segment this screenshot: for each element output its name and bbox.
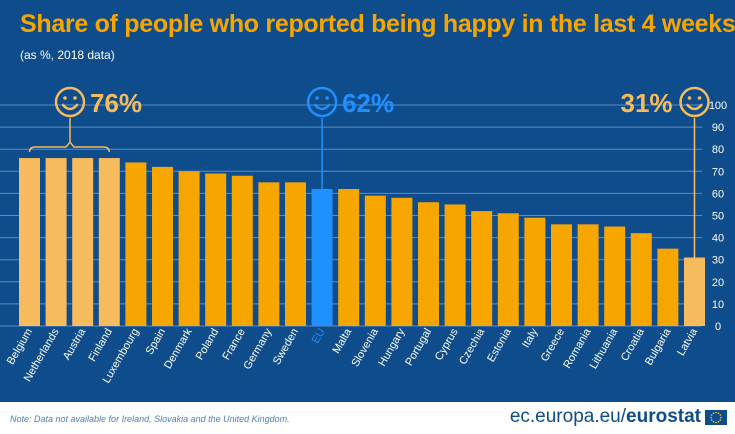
x-tick-label: Latvia	[675, 326, 701, 358]
bar	[577, 224, 599, 326]
y-tick-label: 60	[712, 188, 724, 200]
x-tick-label: Austria	[61, 326, 89, 362]
footnote: Note: Data not available for Ireland, Sl…	[10, 414, 290, 424]
x-tick-label: France	[220, 327, 248, 363]
smiley-icon	[306, 86, 338, 118]
y-tick-label: 0	[715, 321, 721, 333]
x-tick-label: Poland	[194, 327, 222, 363]
x-tick-label: Portugal	[403, 327, 434, 368]
bar	[444, 204, 466, 326]
bar	[630, 233, 652, 326]
bar	[205, 173, 227, 326]
bar	[178, 171, 200, 326]
y-tick-label: 50	[712, 211, 724, 223]
bar	[471, 211, 493, 326]
bar	[19, 158, 40, 326]
footer: Note: Data not available for Ireland, Sl…	[0, 402, 735, 434]
bar	[125, 162, 147, 326]
x-tick-label: Sweden	[271, 327, 301, 367]
chart-subtitle: (as %, 2018 data)	[20, 48, 115, 62]
bar	[551, 224, 572, 326]
x-tick-label: Finland	[86, 327, 114, 364]
smiley-icon	[679, 86, 710, 118]
highlight-bracket	[28, 140, 111, 153]
y-tick-label: 70	[712, 166, 724, 178]
x-tick-label: Czechia	[457, 326, 488, 367]
y-tick-label: 10	[712, 299, 724, 311]
bar	[338, 188, 360, 326]
x-tick-label: Spain	[144, 327, 168, 357]
highlight-label-eu: 62%	[342, 88, 394, 118]
bar	[45, 158, 67, 326]
x-tick-label: Estonia	[485, 326, 514, 365]
bar	[524, 217, 546, 326]
x-tick-label: Malta	[330, 326, 354, 356]
brand-name: eurostat	[626, 406, 701, 427]
bar	[258, 182, 280, 326]
x-tick-label: Greece	[539, 327, 567, 364]
highlight-label-top: 76%	[90, 88, 142, 118]
bar	[364, 195, 386, 326]
bar	[311, 188, 333, 326]
x-tick-label: Croatia	[619, 326, 648, 363]
x-tick-label: Cyprus	[433, 326, 461, 363]
y-tick-label: 20	[712, 277, 724, 289]
bar	[231, 175, 253, 326]
y-tick-label: 80	[712, 144, 724, 156]
y-tick-label: 30	[712, 255, 724, 267]
bar	[418, 202, 439, 326]
bar	[98, 158, 120, 326]
x-tick-label: Bulgaria	[643, 326, 674, 368]
smiley-icon	[54, 86, 86, 118]
chart-title: Share of people who reported being happy…	[20, 10, 735, 38]
highlight-label-bottom: 31%	[621, 88, 673, 118]
y-tick-label: 100	[709, 100, 727, 112]
brand-prefix: ec.europa.eu/	[509, 406, 627, 427]
eurostat-link[interactable]: ec.europa.eu/eurostat	[510, 406, 701, 428]
bar	[684, 257, 705, 326]
bar	[657, 248, 679, 326]
bar	[497, 213, 519, 326]
bar	[391, 197, 413, 326]
bar	[604, 226, 626, 326]
x-tick-label: Italy	[520, 326, 541, 350]
y-tick-label: 90	[712, 122, 724, 134]
bar	[152, 166, 173, 326]
x-tick-label: EU	[310, 326, 328, 345]
eu-flag-icon	[705, 410, 727, 425]
y-tick-label: 40	[712, 233, 724, 245]
bar	[285, 182, 306, 326]
bar	[72, 158, 94, 326]
bar-chart: 0102030405060708090100BelgiumNetherlands…	[0, 86, 727, 385]
